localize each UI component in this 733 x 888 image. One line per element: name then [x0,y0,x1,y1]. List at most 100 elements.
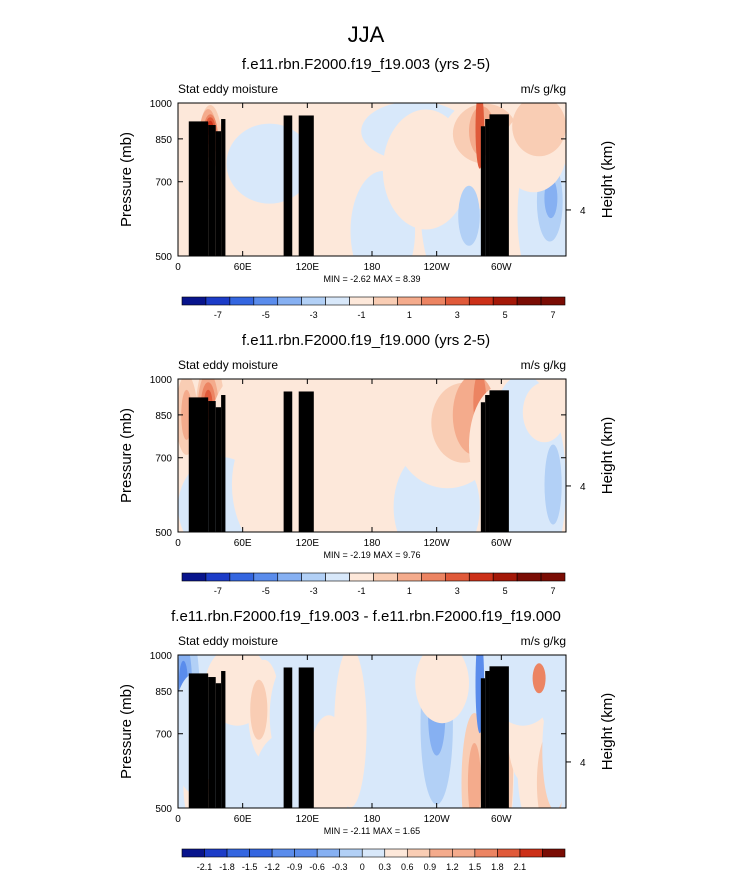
y-tick-label: 1000 [150,375,173,386]
colorbar-label: -0.3 [332,862,348,872]
contour-region [458,185,480,246]
y-tick-label: 500 [155,252,172,263]
colorbar-box [181,848,205,858]
colorbar-box [226,848,250,858]
land-mask [215,407,222,532]
colorbar-label: -5 [262,310,270,320]
colorbar-box [468,296,494,306]
land-mask [215,683,222,808]
land-mask [221,119,226,256]
colorbar-label: 1.5 [469,862,482,872]
colorbar-box [229,572,255,582]
colorbar-box [181,296,207,306]
min-max-stats: MIN = -2.62 MAX = 8.39 [323,274,420,284]
y-tick-label: 700 [155,178,172,189]
colorbar-box [373,572,398,582]
land-mask [489,666,509,808]
y-axis-label-right: Height (km) [599,417,616,495]
contour-field [178,103,566,256]
colorbar: -7 -5 -3 -1 1 3 5 7 [181,572,566,596]
colorbar-box [406,848,431,858]
x-tick-label: 180 [364,262,381,273]
x-tick-label: 60W [491,814,512,825]
colorbar-label: -1 [358,310,366,320]
colorbar: -2.1 -1.8 -1.5 -1.2 -0.9 -0.6 -0.3 0 0.3 0.6 0.9 1.… [181,848,566,872]
x-tick-label: 60E [234,262,252,273]
colorbar-box [181,572,207,582]
land-mask [208,401,216,532]
colorbar: -7 -5 -3 -1 1 3 5 7 [181,296,566,320]
x-tick-label: 60E [234,814,252,825]
y-tick-label: 1000 [150,651,173,662]
colorbar-box [205,572,231,582]
colorbar-box [445,572,470,582]
colorbar-box [540,572,566,582]
land-mask [480,126,486,256]
x-tick-label: 0 [175,814,181,825]
colorbar-box [249,848,273,858]
colorbar-label: -0.9 [287,862,303,872]
colorbar-label: -5 [262,586,270,596]
colorbar-label: 5 [503,310,508,320]
colorbar-box [492,572,518,582]
contour-region [334,655,367,808]
colorbar-label: -7 [214,586,222,596]
colorbar-label: 0.3 [379,862,392,872]
y-tick-label: 700 [155,454,172,465]
chart-panel-2: f.e11.rbn.F2000.f19_f19.000 (yrs 2-5) Sta… [118,332,616,596]
land-mask [489,114,509,256]
left-label: Stat eddy moisture [178,634,278,648]
y-axis-label-right: Height (km) [599,693,616,771]
colorbar-box [373,296,398,306]
colorbar-label: -3 [310,310,318,320]
y-tick-label: 850 [155,687,172,698]
x-tick-label: 120W [424,538,451,549]
colorbar-box [339,848,363,858]
colorbar-label: 1.8 [491,862,504,872]
colorbar-box [452,848,476,858]
colorbar-box [271,848,295,858]
colorbar-label: 0.9 [424,862,437,872]
land-mask [208,677,216,808]
x-tick-label: 60W [491,538,512,549]
colorbar-label: -1.5 [242,862,258,872]
x-tick-label: 120E [296,814,320,825]
colorbar-box [468,572,494,582]
colorbar-box [516,296,542,306]
colorbar-box [253,572,279,582]
y-right-tick-label: 4 [580,206,586,217]
land-mask [283,391,293,532]
colorbar-label: 1 [407,310,412,320]
y-axis-label: Pressure (mb) [118,684,135,779]
contour-field [178,379,566,532]
x-tick-label: 120W [424,262,451,273]
panel-title: f.e11.rbn.F2000.f19_f19.003 (yrs 2-5) [242,56,490,73]
contour-region [532,663,546,694]
colorbar-box [540,296,566,306]
y-axis-label-right: Height (km) [599,141,616,219]
colorbar-label: 5 [503,586,508,596]
land-mask [298,115,314,256]
land-mask [283,667,293,808]
land-mask [485,119,490,256]
contour-region [512,103,566,157]
land-mask [215,131,222,256]
figure-title: JJA [348,22,385,47]
colorbar-box [445,296,470,306]
contour-region [377,743,410,808]
contour-region [544,444,562,525]
x-tick-label: 0 [175,538,181,549]
colorbar-label: 3 [455,586,460,596]
colorbar-label: 2.1 [514,862,527,872]
land-mask [283,115,293,256]
contour-region [467,743,481,808]
contour-region [542,690,566,808]
colorbar-box [349,572,374,582]
y-right-tick-label: 4 [580,482,586,493]
x-tick-label: 120W [424,814,451,825]
units-label: m/s g/kg [521,358,566,372]
colorbar-box [205,296,231,306]
y-axis-label: Pressure (mb) [118,132,135,227]
colorbar-box [421,572,446,582]
